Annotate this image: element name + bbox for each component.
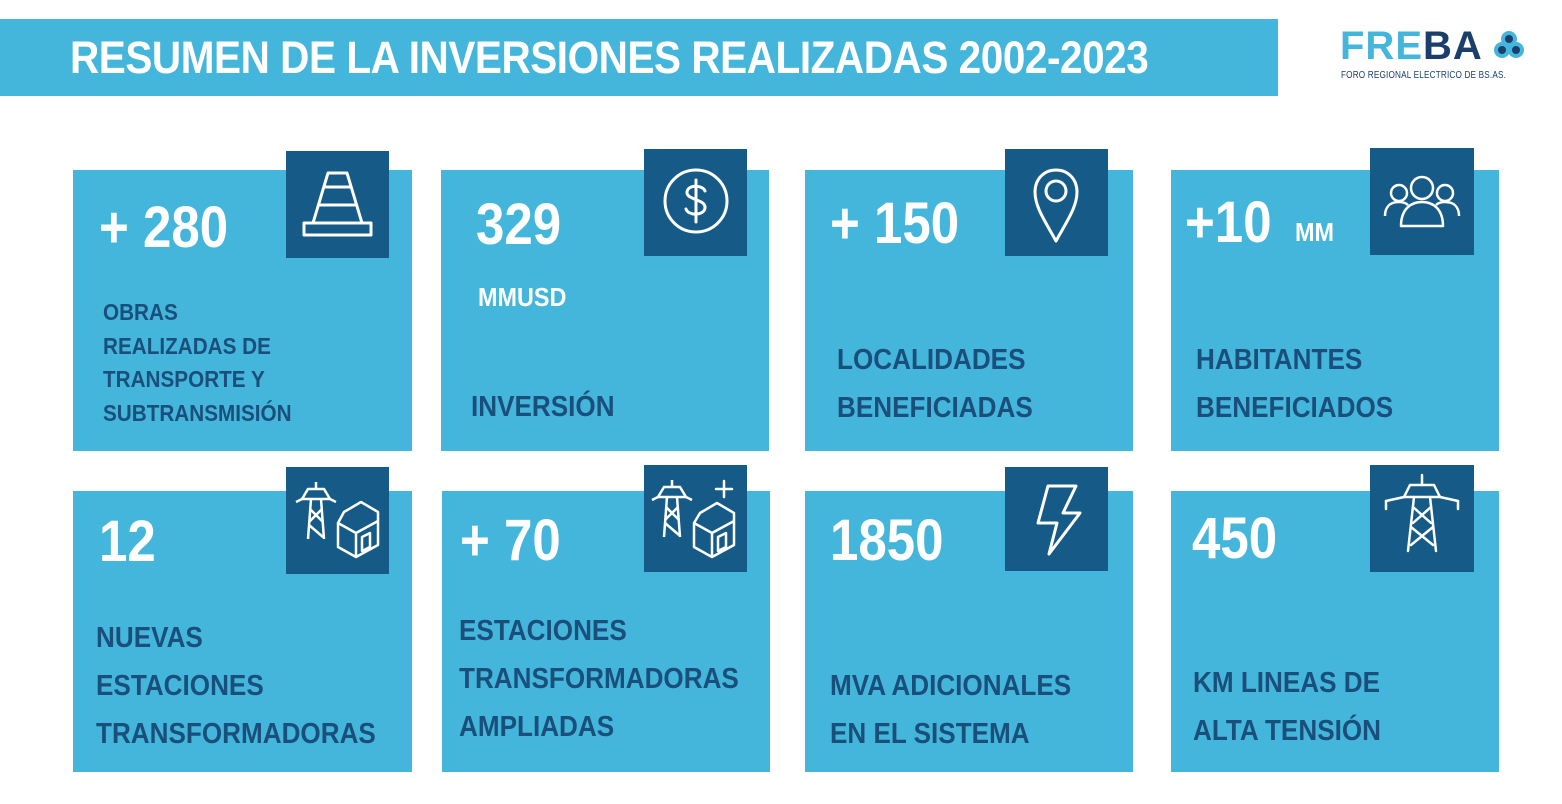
stat-label: NUEVAS ESTACIONES TRANSFORMADORAS (96, 622, 376, 750)
logo-circles-icon (1494, 31, 1524, 58)
substation-plus-icon (644, 465, 747, 572)
freba-logo: FREBA FORO REGIONAL ELECTRICO DE BS.AS. (1340, 26, 1540, 86)
power-tower-icon (1370, 465, 1474, 572)
stat-label: ESTACIONES TRANSFORMADORAS AMPLIADAS (459, 615, 739, 743)
stat-value: 450 (1192, 506, 1278, 571)
title-bar: RESUMEN DE LA INVERSIONES REALIZADAS 200… (0, 19, 1278, 96)
stat-value: +10 (1185, 190, 1272, 255)
stat-value: + 70 (460, 508, 561, 573)
stat-label: MVA ADICIONALES EN EL SISTEMA (830, 670, 1072, 750)
stat-card-localities: + 150 LOCALIDADES BENEFICIADAS (805, 170, 1133, 451)
stat-value: + 280 (99, 195, 229, 260)
location-pin-icon (1005, 149, 1108, 256)
logo-name-part1: FRE (1340, 24, 1423, 68)
stat-label: OBRAS REALIZADAS DE TRANSPORTE Y SUBTRAN… (103, 299, 292, 426)
stat-unit: MM (1295, 217, 1334, 247)
dollar-icon (644, 149, 747, 256)
logo-name: FREBA (1340, 26, 1483, 66)
substation-icon (286, 467, 389, 574)
stat-label: HABITANTES BENEFICIADOS (1196, 344, 1394, 424)
stat-label: LOCALIDADES BENEFICIADAS (837, 344, 1033, 424)
traffic-cone-icon (286, 151, 389, 258)
lightning-icon (1005, 467, 1108, 571)
stat-unit: MMUSD (478, 282, 567, 312)
stat-label: INVERSIÓN (471, 391, 615, 423)
stat-card-expanded-stations: + 70 ESTACIONES TRANSFORMADORAS AMPLIADA… (442, 491, 770, 772)
logo-name-part2: BA (1423, 24, 1483, 68)
stat-card-works: + 280 OBRAS REALIZADAS DE TRANSPORTE Y S… (73, 170, 412, 451)
stat-label: KM LINEAS DE ALTA TENSIÓN (1193, 667, 1382, 747)
page-title: RESUMEN DE LA INVERSIONES REALIZADAS 200… (70, 32, 1149, 83)
stat-value: 1850 (830, 508, 944, 573)
stat-value: 329 (476, 192, 562, 257)
stat-value: + 150 (830, 191, 960, 256)
people-icon (1370, 148, 1474, 255)
logo-subtitle: FORO REGIONAL ELECTRICO DE BS.AS. (1341, 70, 1507, 81)
stat-value: 12 (99, 509, 156, 574)
